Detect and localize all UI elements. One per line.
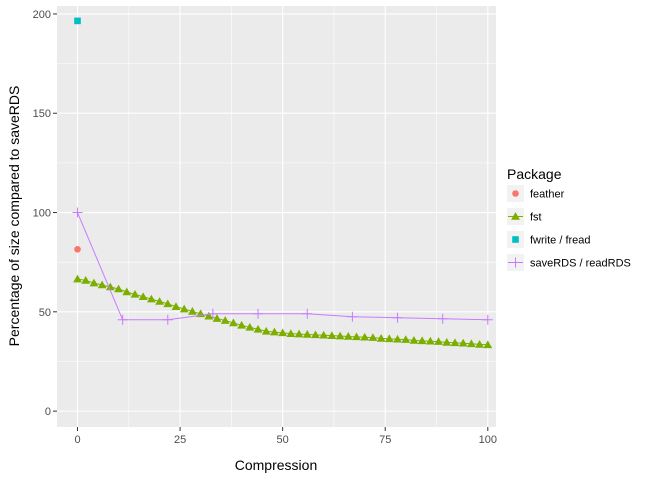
y-tick-label: 100 xyxy=(33,208,51,220)
data-point-fst xyxy=(130,289,140,298)
data-point-fst xyxy=(327,331,337,339)
legend-label: fst xyxy=(530,212,542,224)
legend-item-feather: feather xyxy=(507,185,565,202)
data-point-fst xyxy=(450,338,460,347)
data-point-fst xyxy=(368,333,378,341)
data-point-fst xyxy=(81,276,91,284)
data-point-fst xyxy=(146,294,156,303)
axes: 0 25 50 75 100 0 50 100 150 200 xyxy=(33,9,497,446)
x-tick-label: 25 xyxy=(174,434,186,446)
gridlines xyxy=(57,6,496,427)
data-point-saverds-readrds xyxy=(253,308,264,319)
data-point-fst xyxy=(204,311,214,320)
data-point-fst xyxy=(237,320,247,329)
data-point-fst xyxy=(187,307,197,315)
legend-item-fst: fst xyxy=(507,208,542,225)
legend-label: saveRDS / readRDS xyxy=(530,258,631,270)
data-point-fst xyxy=(89,278,99,287)
data-point-fst xyxy=(384,334,394,343)
data-point-fst xyxy=(261,326,271,335)
data-point-fst xyxy=(220,316,230,324)
legend-label: fwrite / fread xyxy=(530,235,591,247)
data-point-fst xyxy=(302,330,312,338)
plot-panel xyxy=(57,6,496,427)
data-point-fst xyxy=(466,339,476,348)
data-point-fst xyxy=(138,292,148,301)
data-point-fst xyxy=(376,334,386,342)
data-point-fst xyxy=(409,336,419,344)
y-axis-title: Percentage of size compared to saveRDS xyxy=(6,86,22,347)
legend-item-fwrite-fread: fwrite / fread xyxy=(507,231,591,248)
series-layer xyxy=(72,17,493,349)
y-tick-label: 0 xyxy=(45,406,51,418)
data-point-saverds-readrds xyxy=(482,314,493,325)
data-point-fst xyxy=(229,318,238,327)
data-point-saverds-readrds xyxy=(162,314,173,325)
legend-key-marker xyxy=(510,257,521,268)
data-point-fst xyxy=(179,304,189,313)
data-point-saverds-readrds xyxy=(392,312,403,323)
legend-key-marker xyxy=(511,212,520,220)
data-point-fst xyxy=(434,337,443,345)
data-point-saverds-readrds xyxy=(437,313,448,324)
series-fwrite-fread xyxy=(74,17,81,25)
data-point-fst xyxy=(114,284,123,293)
data-point-fst xyxy=(393,334,402,343)
data-point-fst xyxy=(278,328,288,337)
data-point-fst xyxy=(319,330,329,339)
data-point-fst xyxy=(475,339,484,348)
y-tick-label: 200 xyxy=(33,9,51,21)
data-point-saverds-readrds xyxy=(347,311,358,322)
data-point-fst xyxy=(286,329,296,337)
data-point-saverds-readrds xyxy=(117,314,128,325)
data-point-fst xyxy=(212,314,222,322)
data-point-fst xyxy=(171,302,181,310)
data-point-fst xyxy=(97,280,107,289)
legend-key-marker xyxy=(512,236,519,243)
y-tick-label: 50 xyxy=(39,307,51,319)
data-point-fst xyxy=(425,336,435,345)
x-tick-label: 50 xyxy=(277,434,289,446)
x-tick-label: 0 xyxy=(74,434,80,446)
series-saverds-readrds xyxy=(72,207,493,325)
data-point-fst xyxy=(483,340,493,349)
data-point-fst xyxy=(253,324,263,333)
y-tick-label: 150 xyxy=(33,108,51,120)
data-point-feather xyxy=(74,245,81,253)
series-feather xyxy=(74,245,81,253)
data-point-fst xyxy=(442,338,452,346)
data-point-saverds-readrds xyxy=(207,308,218,319)
data-point-fst xyxy=(360,332,370,341)
data-point-fst xyxy=(163,299,173,308)
series-line-saverds-readrds xyxy=(77,212,488,321)
data-point-saverds-readrds xyxy=(72,207,83,218)
x-axis-title: Compression xyxy=(235,457,317,473)
data-point-fst xyxy=(417,336,427,345)
data-point-fst xyxy=(105,282,115,291)
data-point-saverds-readrds xyxy=(302,308,313,319)
legend-label: feather xyxy=(530,189,565,201)
data-point-fst xyxy=(343,332,353,340)
data-point-fst xyxy=(335,331,345,340)
data-point-fst xyxy=(311,330,320,339)
data-point-fst xyxy=(352,332,361,341)
legend-key-marker xyxy=(512,190,519,197)
data-point-fst xyxy=(294,329,304,338)
legend-title: Package xyxy=(507,166,562,182)
x-tick-label: 75 xyxy=(379,434,391,446)
data-point-fst xyxy=(155,297,164,305)
data-point-fst xyxy=(245,322,255,331)
data-point-fwrite-fread xyxy=(74,17,81,25)
x-tick-label: 100 xyxy=(479,434,497,446)
data-point-fst xyxy=(458,338,468,347)
data-point-fst xyxy=(270,327,279,336)
legend: Package feather fst fwrite / fread saveRDS … xyxy=(507,166,631,271)
data-point-fst xyxy=(122,287,132,296)
data-point-fst xyxy=(73,274,82,283)
data-point-fst xyxy=(401,335,411,343)
series-fst xyxy=(73,274,493,349)
legend-item-saverds-readrds: saveRDS / readRDS xyxy=(507,254,631,271)
